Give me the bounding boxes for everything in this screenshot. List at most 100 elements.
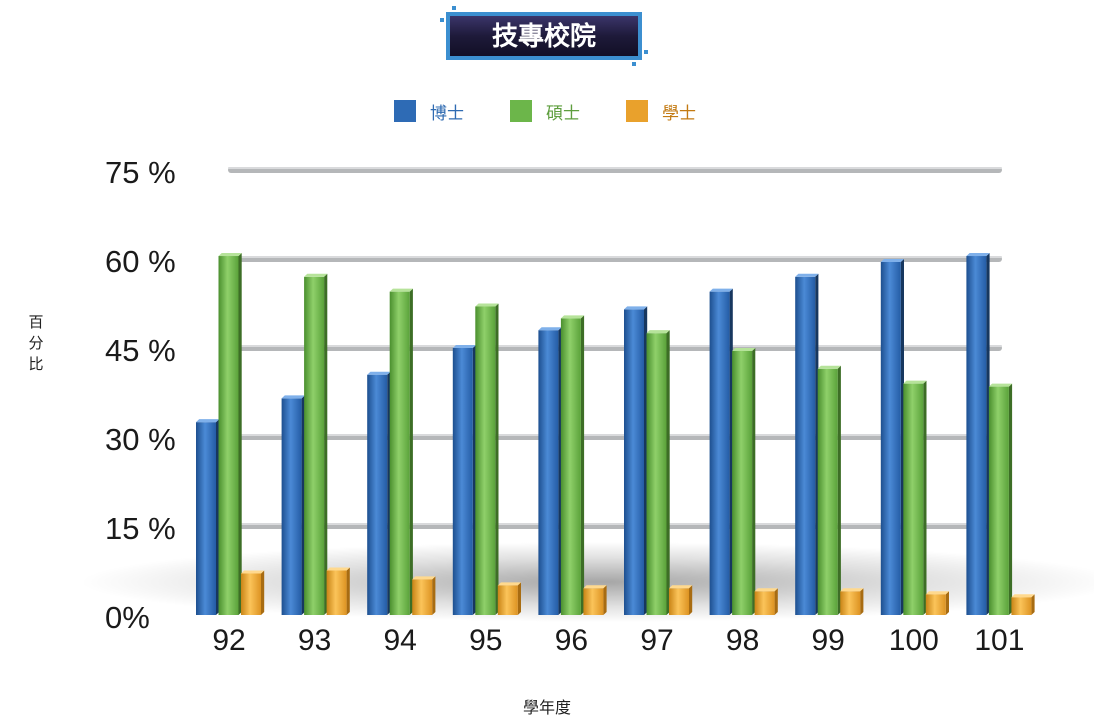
- bar-side: [860, 588, 864, 615]
- bar-side: [472, 345, 476, 615]
- bar: [925, 594, 946, 615]
- bar: [732, 350, 753, 615]
- legend-label: 學士: [662, 103, 696, 124]
- bar-side: [387, 371, 391, 615]
- bar-side: [409, 288, 413, 615]
- y-tick-label: 15 %: [105, 511, 176, 546]
- bar-side: [774, 588, 778, 615]
- bar: [817, 368, 838, 615]
- bar: [1011, 597, 1032, 615]
- gridline-highlight: [228, 256, 1002, 258]
- bar: [538, 330, 559, 615]
- bar-side: [216, 419, 220, 615]
- banner-corner-pixel: [452, 6, 456, 10]
- bar-top: [196, 419, 220, 423]
- bar-side: [324, 273, 328, 615]
- bar-top: [475, 303, 499, 307]
- y-tick-label: 60 %: [105, 244, 176, 279]
- bar-side: [261, 570, 265, 615]
- bar-top: [304, 273, 328, 277]
- bar: [583, 588, 604, 615]
- bar-top: [1011, 594, 1035, 598]
- title-banner: 技專校院: [440, 6, 648, 66]
- y-axis-label: 百分比: [28, 313, 44, 373]
- bar: [795, 276, 816, 615]
- bar-top: [412, 576, 436, 580]
- bar: [497, 585, 518, 615]
- bar-top: [367, 371, 391, 375]
- bar-side: [558, 327, 562, 615]
- bar: [304, 276, 325, 615]
- bar: [840, 591, 861, 615]
- bar: [412, 579, 433, 615]
- legend-item: 碩士: [510, 96, 580, 126]
- bar-top: [389, 288, 413, 292]
- bar: [241, 573, 261, 615]
- bar-side: [1031, 594, 1035, 615]
- x-tick-label: 101: [974, 624, 1024, 657]
- bar-top: [281, 395, 305, 399]
- x-axis-label: 學年度: [522, 698, 571, 717]
- bar-top: [988, 383, 1013, 387]
- bar-top: [925, 591, 949, 595]
- x-tick-label: 93: [298, 624, 331, 657]
- y-tick-label: 45 %: [105, 333, 176, 368]
- bar-top: [795, 273, 819, 277]
- x-tick-label: 92: [212, 624, 245, 657]
- bar-top: [218, 253, 242, 257]
- x-tick-label: 97: [640, 624, 673, 657]
- bar-side: [346, 567, 350, 615]
- bar: [452, 348, 473, 615]
- bar-top: [624, 306, 648, 310]
- bar-top: [817, 365, 841, 369]
- banner-corner-pixel: [632, 62, 636, 66]
- bar-side: [900, 258, 904, 615]
- bar: [389, 291, 410, 615]
- x-tick-label: 100: [889, 624, 939, 657]
- bar: [988, 386, 1009, 615]
- bar-top: [538, 327, 562, 331]
- bar-side: [837, 365, 841, 615]
- bar: [624, 309, 644, 615]
- banner-corner-pixel: [644, 50, 648, 54]
- bar-top: [560, 315, 585, 319]
- bar: [880, 261, 901, 615]
- bar-top: [583, 585, 607, 589]
- bar-side: [945, 591, 949, 615]
- bar-side: [815, 273, 819, 615]
- bar: [218, 256, 239, 615]
- bar: [281, 398, 302, 615]
- bar-side: [1008, 383, 1013, 615]
- bar: [560, 318, 581, 615]
- x-tick-label: 99: [812, 624, 845, 657]
- bar-side: [301, 395, 305, 615]
- bar: [754, 591, 775, 615]
- legend-swatch: [626, 100, 648, 122]
- bar-top: [966, 253, 990, 257]
- x-tick-label: 95: [469, 624, 502, 657]
- bar-side: [517, 582, 521, 615]
- y-tick-label: 30 %: [105, 422, 176, 457]
- bar: [196, 422, 216, 615]
- bar-top: [646, 330, 670, 334]
- bar-side: [986, 253, 990, 615]
- bar: [326, 570, 347, 615]
- legend-item: 博士: [394, 96, 464, 126]
- bar-side: [580, 315, 585, 615]
- bar-side: [644, 306, 648, 615]
- bar: [709, 291, 730, 615]
- bar-side: [689, 585, 693, 615]
- legend-swatch: [394, 100, 416, 122]
- bar: [966, 256, 987, 615]
- banner-corner-pixel: [440, 18, 444, 22]
- x-tick-label: 98: [726, 624, 759, 657]
- gridline-highlight: [228, 167, 1002, 169]
- bar-top: [709, 288, 733, 292]
- bar-top: [840, 588, 864, 592]
- legend-label: 碩士: [546, 103, 580, 124]
- bar-side: [495, 303, 499, 615]
- legend-label: 博士: [430, 103, 464, 124]
- bar-top: [732, 347, 756, 351]
- bar-top: [880, 258, 904, 262]
- legend-swatch: [510, 100, 532, 122]
